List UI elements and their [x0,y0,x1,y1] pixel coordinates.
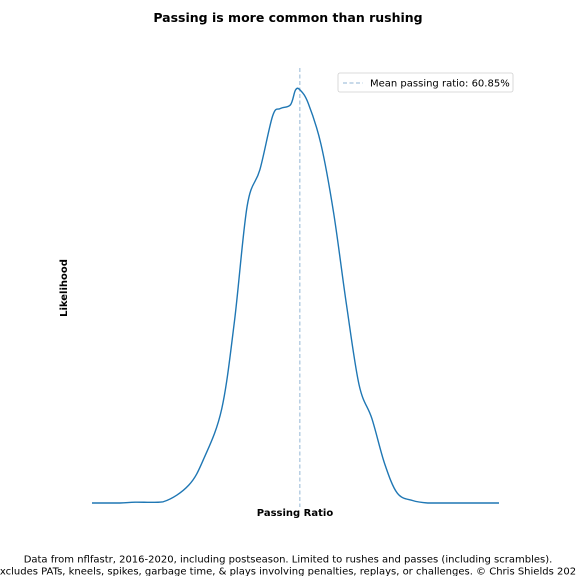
chart-title: Passing is more common than rushing [153,10,422,25]
y-axis-label: Likelihood [59,259,70,317]
plot-area [92,68,499,507]
legend-mean-line-label: Mean passing ratio: 60.85% [370,79,510,90]
legend: Mean passing ratio: 60.85% [337,72,514,93]
footnote-line-2: Excludes PATs, kneels, spikes, garbage t… [0,567,576,576]
x-axis-label: Passing Ratio [257,508,334,519]
density-curve-0 [92,87,499,504]
footnote-line-1: Data from nflfastr, 2016-2020, including… [24,555,553,566]
legend-box [337,72,514,93]
